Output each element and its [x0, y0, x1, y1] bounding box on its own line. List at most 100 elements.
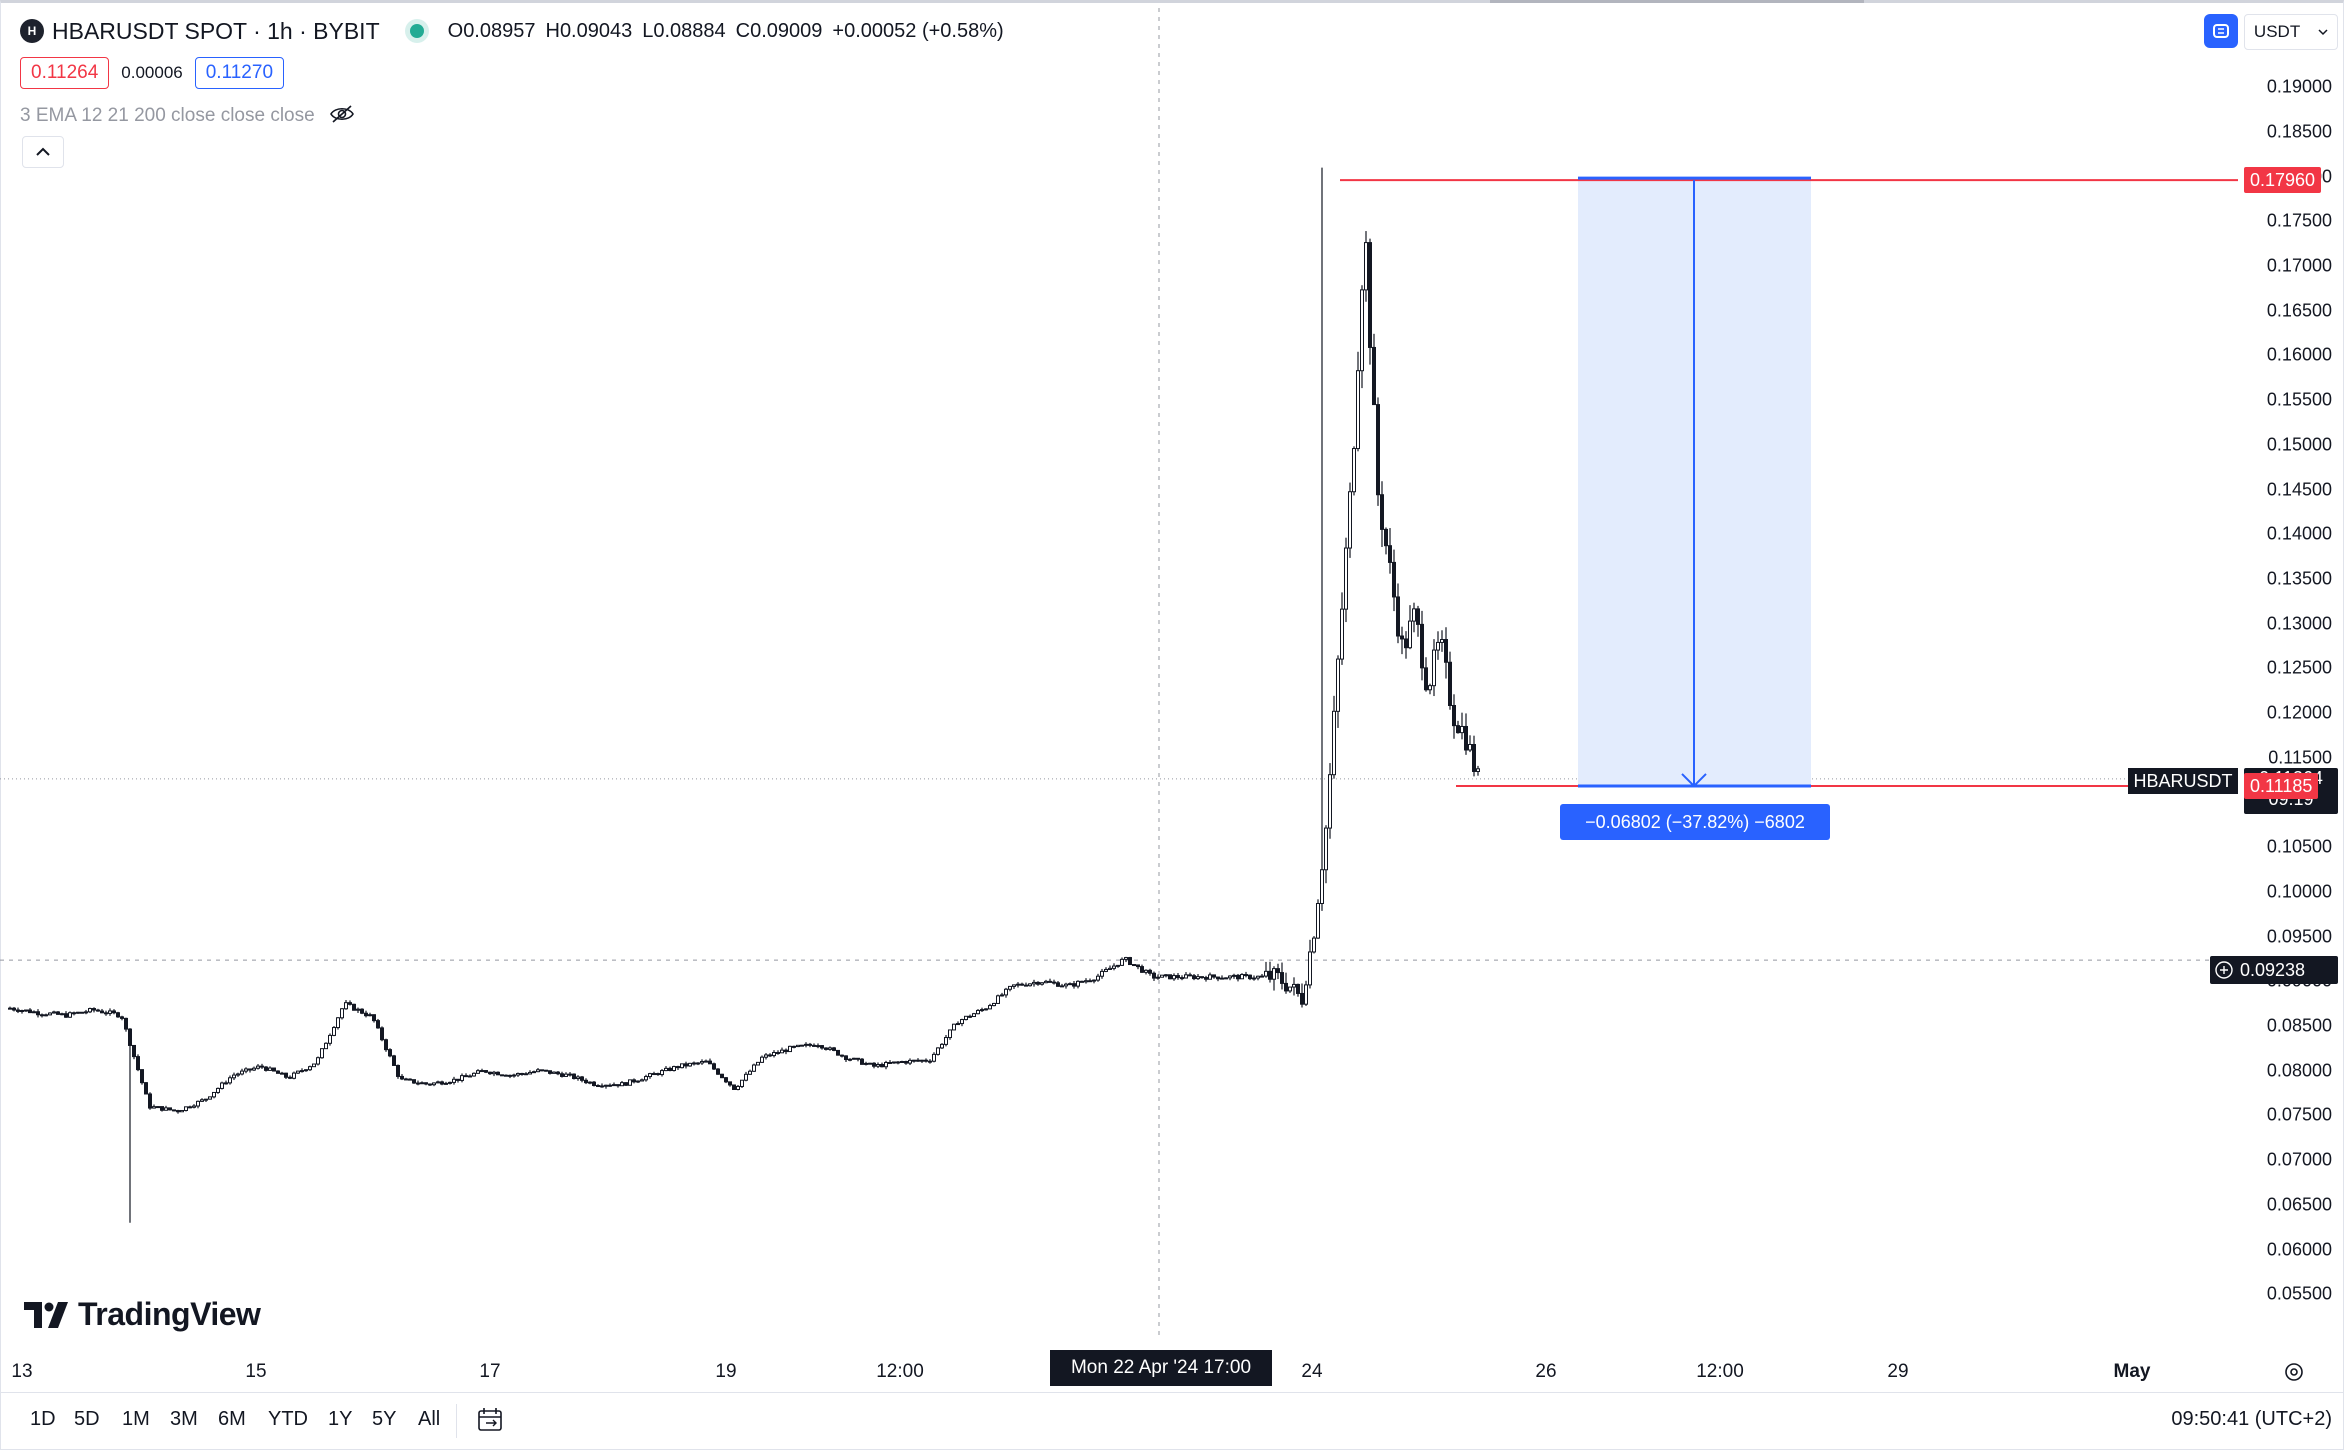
- candle-body: [472, 1072, 476, 1077]
- candle-body: [1180, 977, 1184, 980]
- crosshair-price-value: 0.09238: [2240, 959, 2306, 980]
- candle-body: [612, 1084, 616, 1087]
- range-button-6m[interactable]: 6M: [218, 1408, 246, 1430]
- candle-body: [924, 1059, 928, 1062]
- candle-body: [480, 1070, 484, 1073]
- candle-body: [208, 1096, 212, 1100]
- toolbar-divider: [456, 1404, 457, 1438]
- timezone-clock[interactable]: 09:50:41 (UTC+2): [2171, 1408, 2332, 1430]
- candle-body: [1108, 967, 1112, 970]
- candle-body: [120, 1016, 124, 1019]
- candle-body: [1468, 743, 1472, 751]
- candle-body: [824, 1047, 828, 1050]
- candle-body: [1096, 975, 1100, 981]
- candle-body: [136, 1056, 140, 1071]
- candle-body: [1340, 608, 1344, 660]
- candle-body: [296, 1070, 300, 1074]
- candle-body: [536, 1069, 540, 1073]
- candle-body: [1272, 968, 1276, 980]
- price-tick: 0.06500: [2266, 1194, 2332, 1215]
- candle-body: [400, 1075, 404, 1080]
- candle-body: [368, 1014, 372, 1017]
- candle-body: [676, 1066, 680, 1069]
- position-result-label[interactable]: −0.06802 (−37.82%) −6802: [1560, 804, 1830, 840]
- candle-body: [620, 1082, 624, 1087]
- candle-body: [244, 1068, 248, 1072]
- candle-body: [1028, 983, 1032, 987]
- candle-body: [224, 1082, 228, 1085]
- candle-body: [724, 1077, 728, 1083]
- candle-body: [564, 1073, 568, 1077]
- candle-body: [1424, 667, 1428, 691]
- candle-body: [1384, 528, 1388, 547]
- range-button-5d[interactable]: 5D: [74, 1408, 100, 1430]
- candle-body: [124, 1017, 128, 1030]
- candle-body: [1044, 980, 1048, 984]
- price-scale[interactable]: 0.190000.185000.180000.175000.170000.165…: [2238, 0, 2344, 1358]
- buy-price-button[interactable]: 0.11270: [194, 57, 285, 89]
- collapse-legend-button[interactable]: [22, 136, 64, 168]
- candle-body: [1084, 980, 1088, 983]
- range-button-all[interactable]: All: [418, 1408, 441, 1430]
- price-tick: 0.12000: [2266, 702, 2332, 723]
- range-button-1d[interactable]: 1D: [30, 1408, 56, 1430]
- price-tick: 0.18500: [2266, 121, 2332, 142]
- top-drag-handle[interactable]: [1490, 0, 1864, 3]
- candle-body: [1056, 982, 1060, 987]
- candle-body: [836, 1049, 840, 1056]
- candle-body: [660, 1070, 664, 1076]
- price-tick: 0.15000: [2266, 434, 2332, 455]
- price-change: +0.00052 (+0.58%): [832, 19, 1004, 42]
- candle-body: [260, 1065, 264, 1068]
- candle-body: [268, 1067, 272, 1071]
- range-button-3m[interactable]: 3M: [170, 1408, 198, 1430]
- candle-body: [276, 1070, 280, 1074]
- candle-body: [252, 1067, 256, 1071]
- candle-body: [1408, 620, 1412, 649]
- candle-body: [1000, 994, 1004, 997]
- time-tick: May: [2113, 1361, 2151, 1382]
- symbol-title[interactable]: HBARUSDT SPOT · 1h · BYBIT: [52, 17, 380, 44]
- candle-body: [1104, 968, 1108, 972]
- candle-body: [788, 1045, 792, 1053]
- range-button-1y[interactable]: 1Y: [328, 1408, 353, 1430]
- candle-body: [132, 1044, 136, 1058]
- sell-price-button[interactable]: 0.11264: [20, 57, 110, 89]
- candle-body: [236, 1073, 240, 1076]
- candle-body: [904, 1061, 908, 1064]
- candle-body: [688, 1062, 692, 1067]
- indicator-label[interactable]: 3 EMA 12 21 200 close close close: [20, 105, 315, 126]
- chevron-up-icon: [36, 147, 50, 156]
- price-tick: 0.13500: [2266, 568, 2332, 589]
- currency-select[interactable]: USDT: [2244, 14, 2338, 50]
- candle-body: [172, 1109, 176, 1112]
- candle-body: [692, 1062, 696, 1065]
- candle-body: [728, 1081, 732, 1086]
- price-tick: 0.08000: [2266, 1060, 2332, 1081]
- range-button-5y[interactable]: 5Y: [372, 1408, 397, 1430]
- candle-body: [404, 1078, 408, 1081]
- candle-body: [1328, 774, 1332, 829]
- range-button-ytd[interactable]: YTD: [268, 1408, 308, 1430]
- candle-body: [704, 1060, 708, 1063]
- candle-body: [948, 1029, 952, 1039]
- go-to-date-icon[interactable]: [476, 1406, 506, 1439]
- candle-body: [652, 1073, 656, 1076]
- candle-body: [804, 1043, 808, 1046]
- candle-body: [780, 1049, 784, 1054]
- chart-settings-icon[interactable]: [2282, 1360, 2306, 1384]
- candle-body: [644, 1076, 648, 1081]
- candle-body: [864, 1062, 868, 1065]
- candle-body: [76, 1011, 80, 1014]
- candle-body: [416, 1082, 420, 1085]
- candle-body: [640, 1079, 644, 1082]
- candle-body: [784, 1049, 788, 1053]
- candle-body: [884, 1061, 888, 1068]
- auto-scale-button[interactable]: [2204, 14, 2238, 48]
- candle-body: [1228, 975, 1232, 979]
- range-button-1m[interactable]: 1M: [122, 1408, 150, 1430]
- candle-body: [60, 1013, 64, 1016]
- hide-eye-icon[interactable]: [329, 104, 355, 129]
- chart-plot-area[interactable]: [0, 0, 2238, 1352]
- candle-body: [364, 1012, 368, 1017]
